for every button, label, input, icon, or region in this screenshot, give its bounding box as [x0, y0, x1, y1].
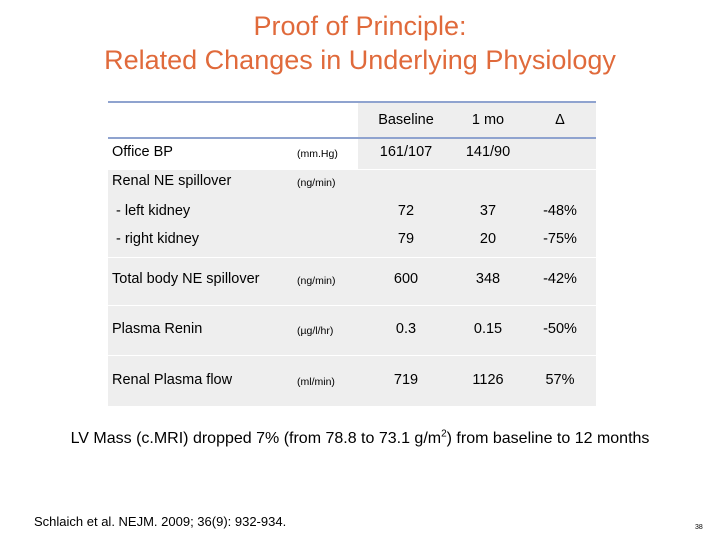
row-unit-renal-plasma-flow: (ml/min): [297, 376, 335, 388]
right-kidney-delta: -75%: [543, 231, 577, 247]
row-label-renal-ne-spillover: Renal NE spillover: [112, 173, 232, 189]
total-body-ne-1-month: 348: [475, 271, 501, 287]
right-kidney-baseline: 79: [397, 231, 415, 247]
row-divider: [108, 169, 596, 170]
row-label-office-bp: Office BP: [112, 144, 173, 160]
row-divider: [108, 355, 596, 356]
office-bp-baseline: 161/107: [379, 144, 433, 160]
right-kidney-1-month: 20: [479, 231, 497, 247]
lv-mass-note-text-end: ) from baseline to 12 months: [446, 430, 650, 447]
row-unit-total-body-ne-spillover: (ng/min): [297, 275, 336, 287]
header-1-month: 1 mo: [471, 112, 505, 128]
plasma-renin-baseline: 0.3: [395, 321, 417, 337]
page-number: 38: [695, 524, 703, 531]
header-top-rule: [108, 101, 596, 103]
lv-mass-note-superscript: 2: [441, 428, 447, 440]
slide-title-line-2: Related Changes in Underlying Physiology: [104, 45, 616, 75]
row-divider: [108, 257, 596, 258]
left-kidney-baseline: 72: [397, 203, 415, 219]
row-unit-plasma-renin: (µg/l/hr): [297, 325, 334, 337]
renal-plasma-flow-baseline: 719: [393, 372, 419, 388]
row-label-left-kidney: - left kidney: [116, 203, 191, 219]
row-divider: [108, 305, 596, 306]
row-label-plasma-renin: Plasma Renin: [112, 321, 203, 337]
lv-mass-note-text: LV Mass (c.MRI) dropped 7% (from 78.8 to…: [70, 430, 442, 447]
left-kidney-delta: -48%: [543, 203, 577, 219]
header-bottom-rule: [108, 137, 596, 139]
total-body-ne-baseline: 600: [393, 271, 419, 287]
row-label-right-kidney: - right kidney: [116, 231, 200, 247]
row-label-total-body-ne-spillover: Total body NE spillover: [112, 271, 260, 287]
office-bp-1-month: 141/90: [465, 144, 511, 160]
left-kidney-1-month: 37: [479, 203, 497, 219]
renal-plasma-flow-1-month: 1126: [472, 372, 504, 388]
header-delta: Δ: [555, 112, 565, 128]
slide-title-line-1: Proof of Principle:: [253, 11, 467, 41]
header-baseline: Baseline: [378, 112, 434, 128]
renal-plasma-flow-delta: 57%: [545, 372, 575, 388]
lv-mass-note: LV Mass (c.MRI) dropped 7% (from 78.8 to…: [0, 428, 720, 448]
table-panel-left: [108, 170, 358, 406]
row-label-renal-plasma-flow: Renal Plasma flow: [112, 372, 233, 388]
citation: Schlaich et al. NEJM. 2009; 36(9): 932-9…: [34, 514, 287, 529]
plasma-renin-delta: -50%: [543, 321, 577, 337]
total-body-ne-delta: -42%: [543, 271, 577, 287]
row-unit-office-bp: (mm.Hg): [297, 148, 338, 160]
row-unit-renal-ne-spillover: (ng/min): [297, 177, 336, 189]
plasma-renin-1-month: 0.15: [473, 321, 503, 337]
